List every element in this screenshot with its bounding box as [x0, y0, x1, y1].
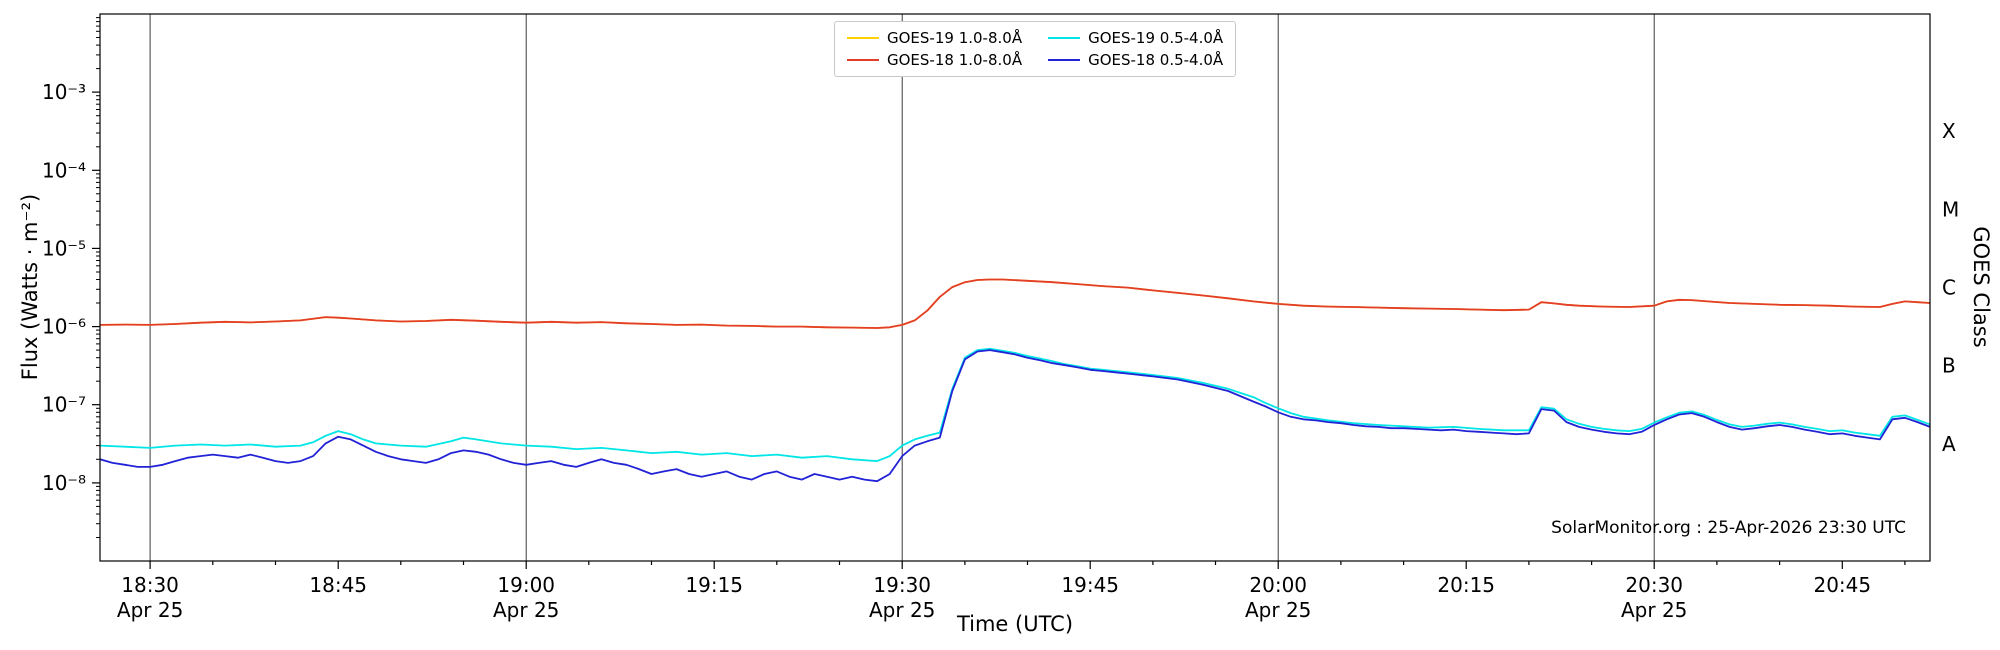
x-tick-label: 20:30 — [1625, 573, 1683, 597]
x-axis-title: Time (UTC) — [956, 612, 1074, 636]
x-tick-sublabel: Apr 25 — [1621, 598, 1687, 622]
y-tick-label: 10⁻⁸ — [42, 471, 86, 495]
right-axis-title: GOES Class — [1969, 226, 1993, 348]
goes-class-label-c: C — [1942, 276, 1956, 300]
x-tick-sublabel: Apr 25 — [117, 598, 183, 622]
x-tick-label: 20:00 — [1249, 573, 1307, 597]
x-tick-label: 19:15 — [685, 573, 743, 597]
legend-entry: GOES-19 0.5-4.0Å — [1048, 29, 1223, 47]
legend-entry: GOES-18 1.0-8.0Å — [847, 51, 1022, 69]
legend-entry-label: GOES-19 0.5-4.0Å — [1088, 29, 1224, 47]
legend: GOES-19 1.0-8.0Å GOES-18 1.0-8.0Å GOES-19 … — [834, 21, 1237, 77]
x-tick-label: 18:30 — [121, 573, 179, 597]
x-tick-sublabel: Apr 25 — [1245, 598, 1311, 622]
y-tick-label: 10⁻⁴ — [42, 158, 86, 182]
series-goes-18-1-0-8-0 — [100, 278, 1930, 329]
x-tick-label: 19:00 — [497, 573, 555, 597]
legend-entry-label: GOES-19 1.0-8.0Å — [887, 29, 1023, 47]
x-tick-sublabel: Apr 25 — [869, 598, 935, 622]
legend-entry: GOES-18 0.5-4.0Å — [1048, 51, 1223, 69]
legend-line-sample — [847, 59, 879, 61]
goes-class-label-m: M — [1942, 197, 1959, 221]
legend-entry-label: GOES-18 1.0-8.0Å — [887, 51, 1023, 69]
y-axis-title: Flux (Watts · m⁻²) — [18, 193, 42, 381]
goes-class-label-b: B — [1942, 354, 1956, 378]
series-goes-18-0-5-4-0 — [100, 349, 1930, 483]
y-tick-label: 10⁻⁵ — [42, 236, 86, 260]
x-tick-sublabel: Apr 25 — [493, 598, 559, 622]
y-tick-label: 10⁻⁶ — [42, 315, 86, 339]
x-tick-label: 20:45 — [1813, 573, 1871, 597]
x-tick-label: 20:15 — [1437, 573, 1495, 597]
plot-border — [99, 13, 1931, 562]
x-tick-label: 19:45 — [1061, 573, 1119, 597]
legend-entry-label: GOES-18 0.5-4.0Å — [1088, 51, 1224, 69]
y-tick-label: 10⁻⁷ — [42, 393, 86, 417]
legend-line-sample — [847, 37, 879, 39]
series-goes-19-0-5-4-0 — [100, 347, 1930, 463]
legend-line-sample — [1048, 59, 1081, 61]
y-tick-label: 10⁻³ — [42, 80, 86, 104]
series-group — [100, 278, 1930, 483]
x-tick-label: 18:45 — [309, 573, 367, 597]
x-tick-label: 19:30 — [873, 573, 931, 597]
goes-class-label-a: A — [1942, 432, 1956, 456]
solarmonitor-credit: SolarMonitor.org : 25-Apr-2026 23:30 UTC — [1551, 518, 1906, 538]
legend-line-sample — [1048, 37, 1081, 39]
legend-entry: GOES-19 1.0-8.0Å — [847, 29, 1022, 47]
goes-class-label-x: X — [1942, 119, 1956, 143]
